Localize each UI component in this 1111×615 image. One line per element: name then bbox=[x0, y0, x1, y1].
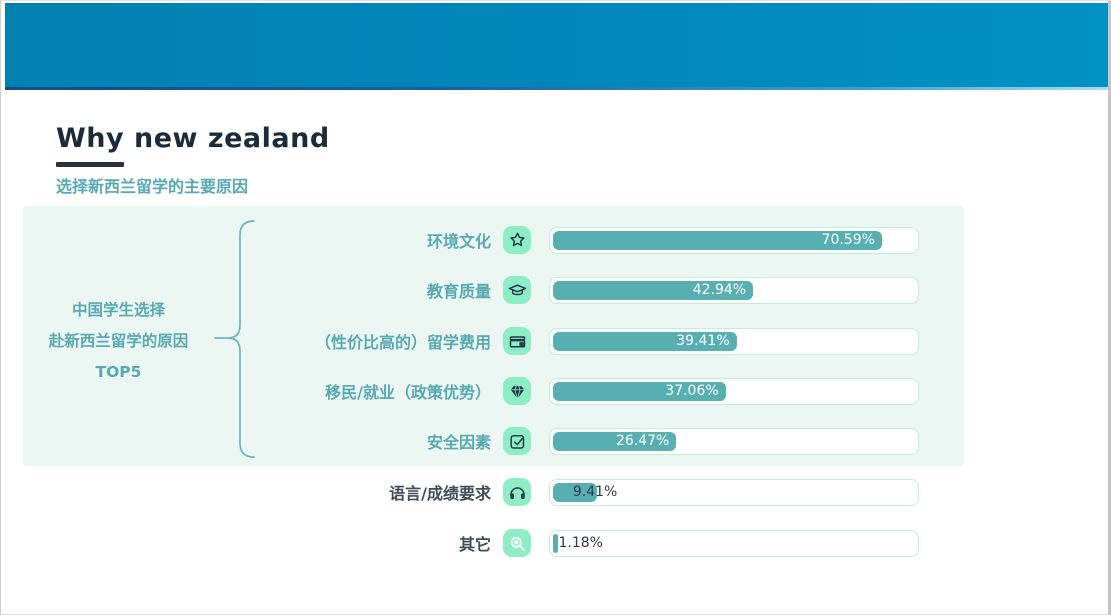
category-label: 语言/成绩要求 bbox=[389, 484, 491, 503]
bar-value: 37.06% bbox=[665, 383, 719, 399]
bar-row: （性价比高的）留学费用 39.41% bbox=[21, 316, 941, 366]
bar-track: 9.41% bbox=[549, 478, 919, 506]
bar-row: 语言/成绩要求 9.41% bbox=[21, 467, 941, 517]
category-label: 教育质量 bbox=[426, 282, 491, 301]
bar-value: 9.41% bbox=[572, 483, 618, 500]
bar-track: 1.18% bbox=[549, 529, 919, 557]
bar-value: 1.18% bbox=[558, 534, 603, 551]
bar-fill: 70.59% bbox=[553, 230, 882, 250]
page-subtitle: 选择新西兰留学的主要原因 bbox=[56, 177, 249, 196]
bar-value: 39.41% bbox=[676, 333, 730, 349]
star-icon bbox=[503, 226, 531, 254]
bar-row: 其它 1.18% bbox=[21, 518, 941, 568]
category-label: 环境文化 bbox=[426, 232, 491, 251]
bar-row: 教育质量 42.94% bbox=[21, 265, 941, 315]
page-title: Why new zealand bbox=[56, 123, 330, 154]
group-label: 中国学生选择 赴新西兰留学的原因 TOP5 bbox=[21, 295, 216, 388]
bar-track: 37.06% bbox=[549, 377, 919, 405]
top-banner bbox=[5, 3, 1108, 87]
bar-fill: 39.41% bbox=[553, 331, 737, 351]
bar-value: 42.94% bbox=[692, 282, 747, 298]
category-label: （性价比高的）留学费用 bbox=[314, 333, 491, 352]
bar-value: 26.47% bbox=[615, 433, 670, 449]
bar-row: 安全因素 26.47% bbox=[21, 416, 941, 466]
checkbox-icon bbox=[503, 427, 531, 455]
diamond-icon bbox=[503, 377, 531, 405]
banner-accent-line bbox=[5, 87, 1108, 90]
category-label: 其它 bbox=[458, 535, 491, 554]
bar-value: 70.59% bbox=[821, 232, 875, 248]
graduation-cap-icon bbox=[503, 276, 531, 304]
bar-fill bbox=[553, 533, 559, 553]
headphones-icon bbox=[503, 478, 531, 506]
category-label: 安全因素 bbox=[426, 433, 491, 452]
bar-track: 26.47% bbox=[549, 427, 919, 455]
bar-fill: 26.47% bbox=[553, 431, 677, 451]
bar-track: 42.94% bbox=[549, 276, 919, 304]
magnifier-icon bbox=[503, 529, 531, 557]
wallet-icon bbox=[503, 327, 531, 355]
bar-fill: 42.94% bbox=[553, 280, 754, 300]
group-label-line-3: TOP5 bbox=[95, 363, 142, 381]
bar-row: 移民/就业（政策优势） 37.06% bbox=[21, 366, 941, 416]
bar-track: 70.59% bbox=[549, 226, 919, 254]
bar-fill: 37.06% bbox=[553, 381, 726, 401]
category-label: 移民/就业（政策优势） bbox=[325, 383, 491, 402]
title-underline bbox=[56, 162, 124, 167]
group-label-line-1: 中国学生选择 bbox=[71, 301, 165, 319]
group-label-line-2: 赴新西兰留学的原因 bbox=[48, 332, 189, 350]
bar-row: 环境文化 70.59% bbox=[21, 215, 941, 265]
bar-track: 39.41% bbox=[549, 327, 919, 355]
bar-fill bbox=[553, 482, 597, 502]
curly-brace-icon bbox=[214, 220, 255, 458]
